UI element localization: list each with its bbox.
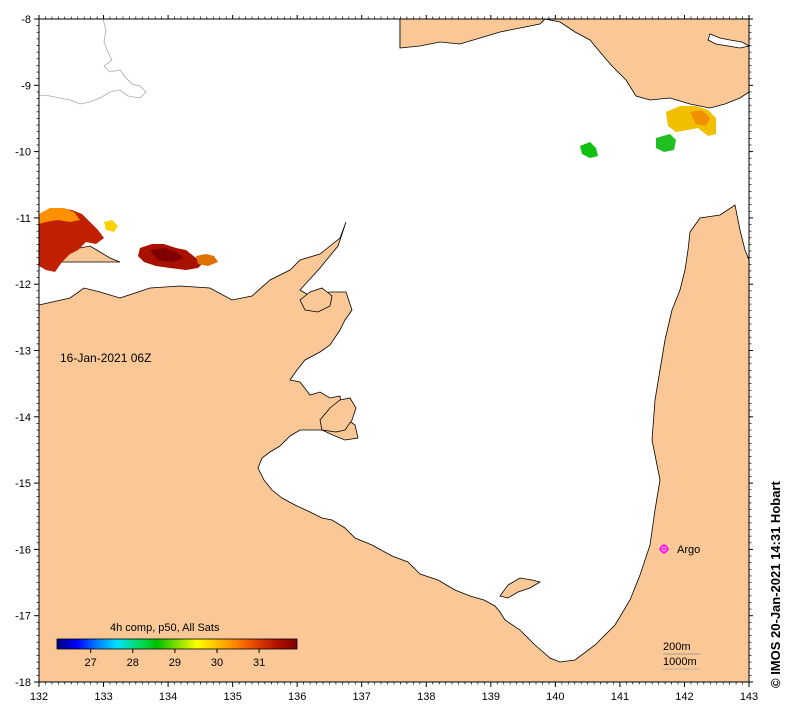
y-tick-label: -17 xyxy=(15,611,31,623)
y-tick-label: -8 xyxy=(21,14,31,26)
x-tick-label: 137 xyxy=(353,691,371,703)
axis-ticks: 132 133 134 135 136 137 138 139 140 141 142 143 -8 -9… xyxy=(15,14,758,703)
x-tick-label: 139 xyxy=(482,691,500,703)
sst-patch-central-dark xyxy=(150,248,184,262)
y-tick-label: -16 xyxy=(15,544,31,556)
credit-text: © IMOS 20-Jan-2021 14:31 Hobart xyxy=(768,481,783,688)
x-tick-label: 132 xyxy=(30,691,48,703)
australia-mainland xyxy=(38,204,750,683)
y-tick-label: -11 xyxy=(16,213,31,225)
sst-patch-central-warm xyxy=(196,254,218,266)
wessel-islands xyxy=(299,287,333,313)
y-tick-label: -9 xyxy=(21,80,31,92)
x-tick-label: 140 xyxy=(546,691,564,703)
x-tick-label: 141 xyxy=(611,691,629,703)
sst-patch-west-yellow xyxy=(104,220,118,232)
sst-patch-torres-orange xyxy=(690,110,710,126)
sst-patch-gulf-green xyxy=(580,142,598,158)
x-tick-label: 135 xyxy=(223,691,241,703)
x-tick-label: 143 xyxy=(740,691,758,703)
sst-patch-torres-green xyxy=(656,134,676,152)
colorbar-title: 4h comp, p50, All Sats xyxy=(110,622,220,634)
colorbar-tick-label: 31 xyxy=(253,657,265,669)
colorbar-tick-label: 27 xyxy=(85,657,97,669)
x-tick-label: 136 xyxy=(288,691,306,703)
sst-patch-west xyxy=(39,208,104,272)
lake-outline xyxy=(707,33,751,49)
sst-patches xyxy=(39,106,716,272)
timor-coastline xyxy=(38,18,147,105)
colorbar-tick-label: 29 xyxy=(169,657,181,669)
groote-eylandt xyxy=(319,397,357,433)
mornington-island xyxy=(499,577,542,599)
colorbar-tick-label: 30 xyxy=(211,657,223,669)
contour-200m-label: 200m xyxy=(663,641,691,653)
y-tick-label: -18 xyxy=(15,677,31,689)
x-tick-label: 142 xyxy=(675,691,693,703)
colorbar-gradient xyxy=(56,638,298,650)
sst-patch-west-warm xyxy=(39,208,80,224)
colorbar-tick-label: 28 xyxy=(127,657,139,669)
y-tick-label: -15 xyxy=(15,478,31,490)
x-tick-label: 138 xyxy=(417,691,435,703)
y-tick-label: -14 xyxy=(15,412,31,424)
colorbar: 4h comp, p50, All Sats 27 28 29 30 31 xyxy=(56,622,298,669)
colorbar-ticks: 27 28 29 30 31 xyxy=(85,649,265,669)
contour-1000m-label: 1000m xyxy=(663,656,697,668)
y-tick-label: -13 xyxy=(15,346,31,358)
date-label: 16-Jan-2021 06Z xyxy=(60,351,151,365)
x-tick-label: 133 xyxy=(94,691,112,703)
y-tick-label: -12 xyxy=(15,279,31,291)
y-tick-label: -10 xyxy=(15,147,31,159)
argo-label: Argo xyxy=(677,544,700,556)
argo-float xyxy=(659,544,669,554)
x-tick-label: 134 xyxy=(159,691,177,703)
